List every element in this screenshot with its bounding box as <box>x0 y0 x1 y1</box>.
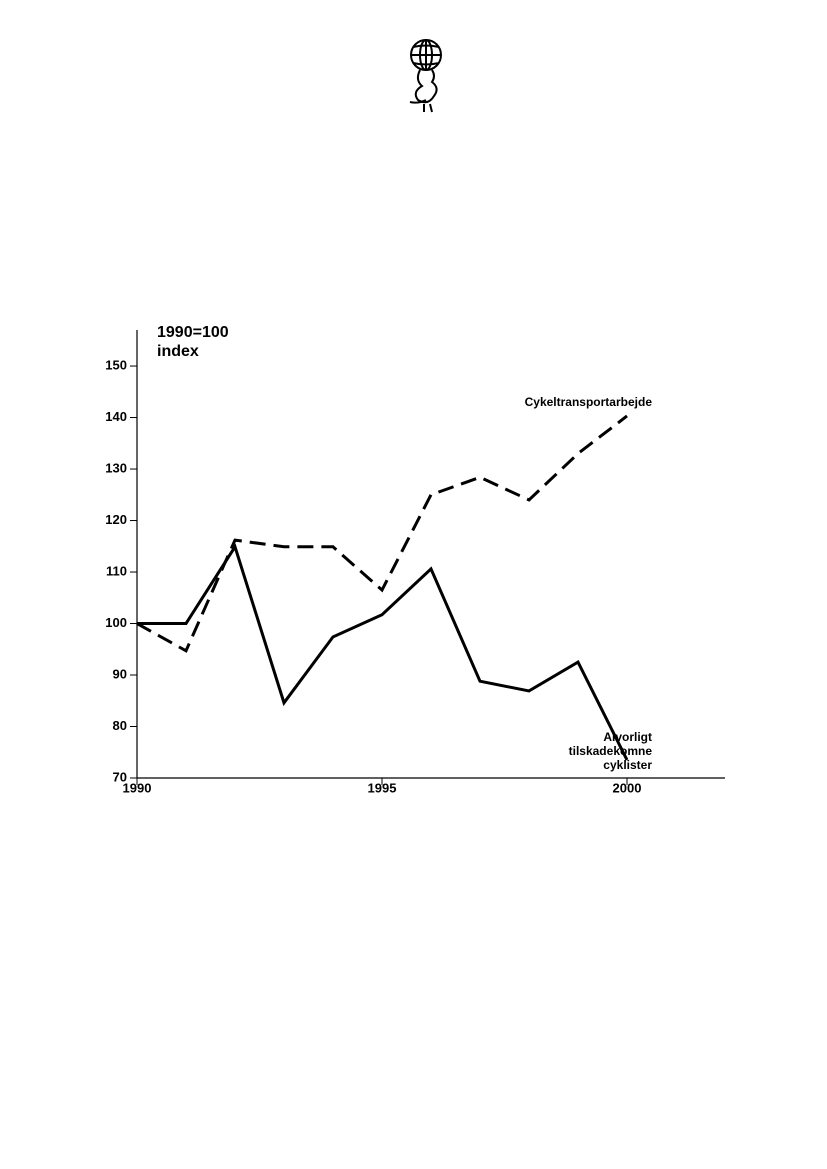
y-tick-label: 150 <box>105 357 127 372</box>
y-tick-label: 120 <box>105 512 127 527</box>
x-tick-label: 1995 <box>368 780 397 795</box>
index-label: index <box>157 343 199 360</box>
index-base-label: 1990=100 <box>157 324 229 341</box>
y-tick-label: 70 <box>113 769 127 784</box>
y-tick-label: 90 <box>113 666 127 681</box>
series-label: Cykeltransportarbejde <box>525 395 653 409</box>
series-label: Alvorligt tilskadekomne cyklister <box>569 730 653 772</box>
series-line <box>136 414 628 653</box>
y-tick-label: 140 <box>105 409 127 424</box>
x-tick-label: 1990 <box>123 780 152 795</box>
y-tick-label: 110 <box>106 563 127 578</box>
series-line <box>137 543 629 761</box>
x-tick-label: 2000 <box>613 780 642 795</box>
logo <box>409 39 442 113</box>
y-tick-label: 80 <box>113 718 127 733</box>
y-tick-label: 130 <box>105 460 127 475</box>
y-tick-label: 100 <box>105 615 127 630</box>
